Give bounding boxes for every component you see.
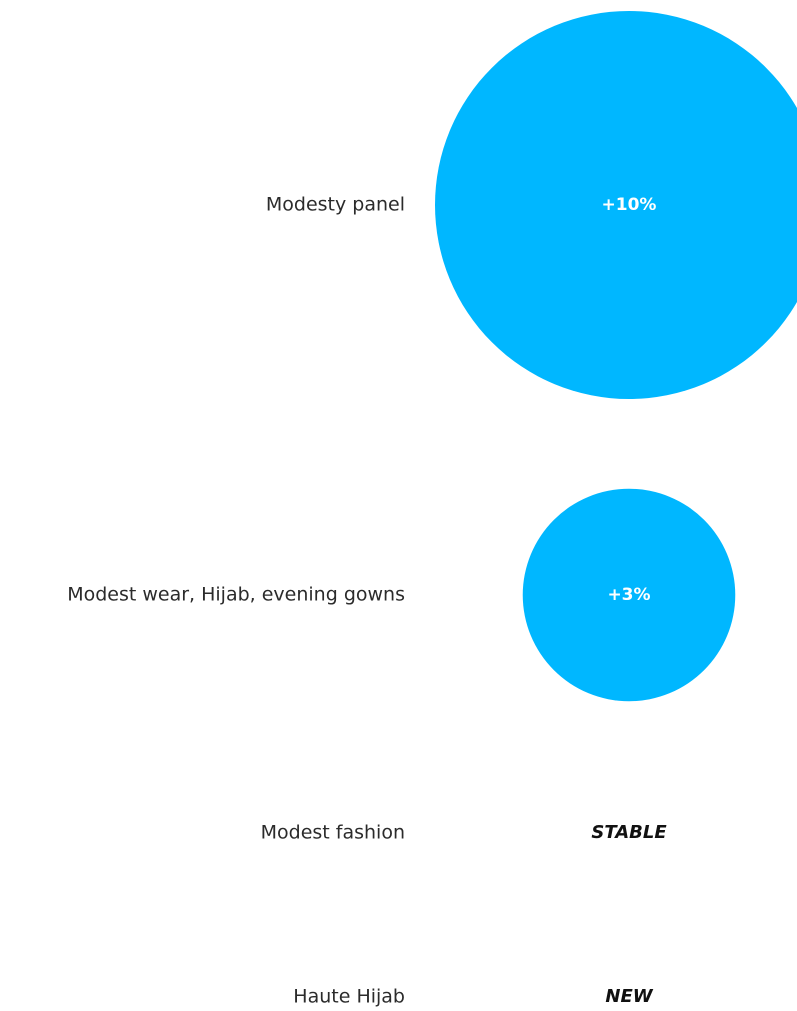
status-label: STABLE [591, 822, 667, 843]
bubble-value-label: +10% [602, 195, 657, 215]
status-label: NEW [605, 986, 653, 1007]
bubble [435, 11, 797, 399]
category-label: Modesty panel [266, 194, 405, 216]
bubble-layer [435, 11, 797, 702]
bubble [522, 488, 736, 702]
category-label: Modest fashion [261, 822, 405, 844]
value-label-layer: +10% +3% STABLE NEW [591, 195, 667, 1007]
category-label: Modest wear, Hijab, evening gowns [67, 584, 405, 606]
row-label-layer: Modesty panel Modest wear, Hijab, evening… [67, 194, 405, 1008]
category-label: Haute Hijab [293, 986, 405, 1008]
bubble-value-label: +3% [607, 585, 650, 605]
